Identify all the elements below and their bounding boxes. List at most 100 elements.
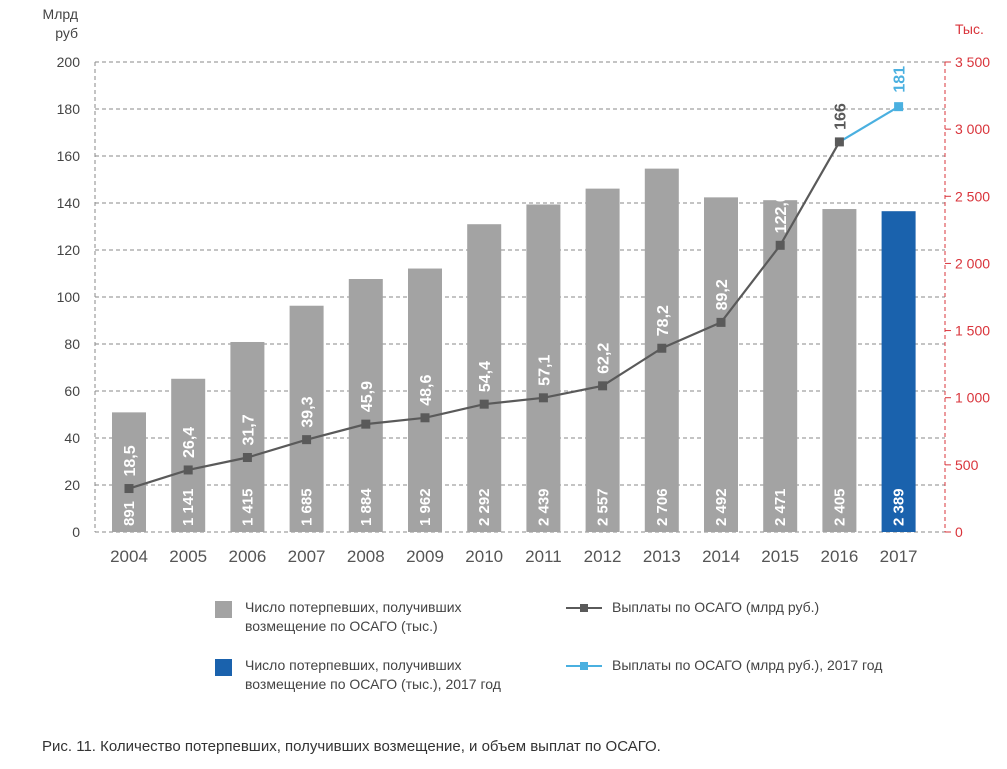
x-tick-label: 2012: [584, 547, 622, 566]
bar: [763, 200, 798, 532]
line-value-label: 54,4: [477, 361, 494, 392]
y-tick-label-left: 160: [57, 148, 81, 164]
y-tick-label-left: 140: [57, 195, 81, 211]
x-tick-label: 2011: [525, 547, 562, 566]
line-value-label: 39,3: [300, 396, 317, 427]
line-point: [242, 453, 252, 463]
line-value-label: 166: [832, 103, 849, 130]
combo-chart: 0 20 40 60 80 100 120 140 160 180 200 Млрд руб 0 500 1 …: [43, 6, 991, 566]
legend-label-bars: Число потерпевших, получивших возмещение…: [245, 599, 462, 634]
y-tick-label-right: 500: [955, 457, 979, 473]
bar: [348, 279, 383, 532]
bar-value-label: 2 706: [654, 488, 671, 526]
line-value-label: 31,7: [240, 414, 257, 445]
x-tick-label: 2016: [820, 547, 858, 566]
y-tick-label-left: 20: [64, 477, 80, 493]
bar: [704, 197, 738, 533]
line-point: [302, 435, 312, 445]
line-point: [657, 343, 667, 353]
legend-label-line: Выплаты по ОСАГО (млрд руб.): [612, 599, 820, 615]
bar-value-label: 2 405: [831, 488, 848, 526]
line-value-label: 18,5: [122, 445, 139, 476]
bar: [526, 204, 561, 532]
x-tick-label: 2013: [643, 547, 681, 566]
y-axis-title-left: Млрд: [43, 6, 78, 22]
bar: [467, 224, 502, 532]
line-value-label: 45,9: [359, 381, 376, 412]
bar: [822, 209, 857, 533]
y-tick-label-right: 0: [955, 524, 963, 540]
legend-swatch-blue: [215, 659, 232, 676]
legend-swatch-line: [566, 604, 602, 612]
y-tick-label-left: 60: [64, 383, 80, 399]
bar: [289, 305, 324, 532]
legend-label-line-2017: Выплаты по ОСАГО (млрд руб.), 2017 год: [612, 657, 883, 673]
bar: [585, 188, 620, 533]
line-point: [361, 419, 371, 429]
bar-value-label: 1 962: [417, 488, 434, 526]
y-tick-label-left: 200: [57, 54, 81, 70]
line-point: [775, 240, 785, 250]
line-point: [479, 399, 489, 409]
y-tick-label-left: 120: [57, 242, 81, 258]
bar-value-label: 1 685: [299, 488, 316, 526]
line-point: [598, 381, 608, 391]
y-tick-label-right: 1 000: [955, 390, 990, 406]
bar-value-label: 1 884: [358, 488, 375, 526]
series-line-2017: [838, 105, 900, 143]
bar-value-label: 2 292: [476, 488, 493, 526]
bar: [112, 412, 146, 532]
line-point: [183, 465, 193, 475]
bar-value-label: 891: [121, 501, 138, 526]
y-tick-label-left: 100: [57, 289, 81, 305]
x-tick-label: 2007: [288, 547, 326, 566]
y-tick-label-left: 180: [57, 101, 81, 117]
line-point: [420, 413, 430, 423]
line-value-label: 26,4: [181, 427, 198, 458]
x-tick-label: 2008: [347, 547, 385, 566]
line-value-label: 78,2: [655, 305, 672, 336]
bar-value-label: 1 141: [180, 488, 197, 526]
figure-caption: Рис. 11. Количество потерпевших, получив…: [42, 738, 661, 755]
line-value-label: 89,2: [714, 279, 731, 310]
x-tick-label: 2006: [228, 547, 266, 566]
y-tick-label-right: 3 000: [955, 121, 990, 137]
line-point: [124, 484, 134, 494]
bar-value-label: 1 415: [239, 488, 256, 526]
line-value-label-2017: 181: [892, 66, 909, 93]
bar-value-label: 2 389: [891, 488, 908, 526]
x-tick-label: 2010: [465, 547, 503, 566]
bar: [171, 378, 206, 532]
line-value-label: 122,0: [773, 193, 790, 233]
line-point: [716, 317, 726, 327]
line-value-label: 48,6: [418, 375, 435, 406]
y-tick-label-right: 2 500: [955, 188, 990, 204]
bar-value-label: 2 557: [595, 488, 612, 526]
line-value-label: 62,2: [596, 343, 613, 374]
line-value-label: 57,1: [536, 355, 553, 386]
x-tick-label: 2004: [110, 547, 148, 566]
line-point: [538, 393, 548, 403]
x-tick-label: 2015: [761, 547, 799, 566]
y-tick-label-right: 2 000: [955, 255, 990, 271]
y-tick-label-left: 80: [64, 336, 80, 352]
legend-swatch-gray: [215, 601, 232, 618]
bar-value-label: 2 471: [772, 488, 789, 526]
line-point-2017: [894, 102, 904, 112]
y-axis-title-right: Тыс.: [955, 21, 984, 37]
y-tick-label-left: 0: [72, 524, 80, 540]
x-tick-label: 2009: [406, 547, 444, 566]
y-tick-label-right: 1 500: [955, 323, 990, 339]
bar: [881, 211, 916, 533]
x-tick-label: 2005: [169, 547, 207, 566]
bar: [408, 268, 442, 532]
y-tick-label-left: 40: [64, 430, 80, 446]
y-axis-title-left: руб: [55, 25, 78, 41]
legend-label-bars-2017: Число потерпевших, получивших возмещение…: [245, 657, 501, 692]
line-point: [834, 137, 844, 147]
x-tick-label: 2014: [702, 547, 740, 566]
y-tick-label-right: 3 500: [955, 54, 990, 70]
x-tick-label: 2017: [880, 547, 918, 566]
bar-value-label: 2 439: [535, 488, 552, 526]
bar-value-label: 2 492: [713, 488, 730, 526]
